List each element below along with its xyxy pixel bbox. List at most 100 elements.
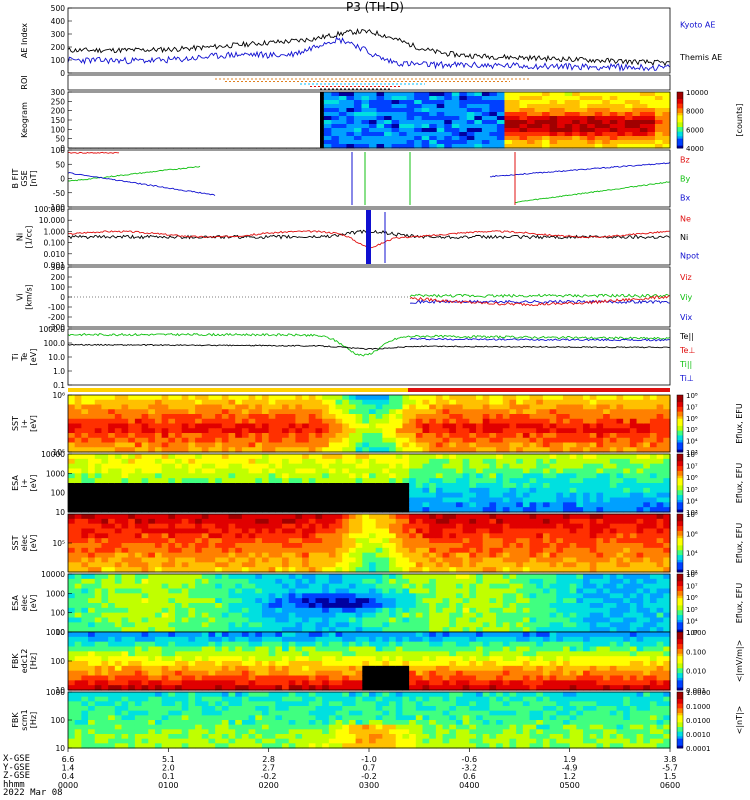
colorbar [677,574,683,633]
colorbar-tick: 10⁴ [686,497,698,505]
axis-label: [eV] [29,535,38,552]
kyoto-ae-line [68,38,670,71]
colorbar-tick: 10⁸ [686,451,698,459]
colorbar-tick: 10⁶ [686,530,698,538]
y-tick-label: 100.000 [34,205,65,214]
y-tick-label: 100 [51,657,66,666]
colorbar-tick: 10⁸ [686,392,698,400]
legend-entry: Te⊥ [679,346,695,355]
colorbar-tick: 10⁵ [686,486,698,494]
x-tick-label: 0100 [158,781,178,790]
y-tick-label: 10.0 [48,353,65,362]
colorbar-label: Eflux, EFU [735,583,744,624]
colorbar-tick: 10⁴ [686,438,698,446]
colorbar [677,395,683,453]
date-label: 2022 Mar 08 [3,789,63,798]
colorbar [677,92,683,149]
svg-text:Eflux, EFU: Eflux, EFU [735,403,744,444]
axis-label: FBK [11,653,20,669]
legend-entry: Viz [680,273,692,282]
y-tick-label: 50 [55,160,65,169]
colorbar-tick: 0.1000 [686,703,711,711]
axis-label: Keogram [20,102,29,138]
spectrogram-3 [68,574,671,633]
mode-bar-fast [408,388,670,392]
colorbar-label: Eflux, EFU [735,403,744,444]
colorbar [677,454,683,513]
axis-label: ESA [11,475,20,491]
te-par-line [68,344,670,349]
x-tick-label: 0300 [359,781,379,790]
y-tick-label: 1000.0 [39,325,65,334]
svg-text:Eflux, EFU: Eflux, EFU [735,463,744,504]
keogram-ylabel: Keogram [20,102,29,138]
legend-entry: Vix [680,313,693,322]
x-tick-label: 0400 [459,781,479,790]
y-tick-label: 100 [51,716,66,725]
y-tick-label: 100 [51,283,66,292]
axis-label: edc12 [20,649,29,674]
legend-entry: Ti⊥ [679,374,694,383]
colorbar-tick: 4000 [686,145,704,153]
legend-entry: Ti|| [679,360,692,369]
spec-ylabel-3: ESA elec [eV] [11,595,38,612]
y-tick-label: 0.1 [53,381,65,390]
y-tick-label: 50 [55,135,65,144]
colorbar-tick: 10⁶ [686,594,698,602]
colorbar-label: <|nT|> [735,706,744,735]
ae-ylabel: AE Index [20,23,29,58]
y-tick-label: 0.010 [44,250,66,259]
axis-label: [eV] [29,475,38,492]
y-tick-label: 100 [51,125,66,134]
ti-par-line [68,333,670,355]
axis-label: [km/s] [25,284,34,310]
colorbar-tick: 0.0001 [686,745,711,753]
y-tick-label: 0 [60,293,65,302]
y-tick-label: 10⁵ [52,539,65,548]
spectrogram-2 [68,514,671,573]
colorbar-tick: 10⁷ [686,463,698,471]
x-axis-row-labels: X-GSE Y-GSE Z-GSE hhmm 2022 Mar 08 [3,755,63,798]
y-tick-label: 200 [51,107,66,116]
by-line-2 [515,182,670,203]
vi-ylabel: Vi [km/s] [16,284,34,310]
y-tick-label: 10 [55,508,65,517]
axis-label: B FIT [11,168,20,188]
y-tick-label: 10000 [41,450,65,459]
by-line [68,166,200,181]
axis-label: SST [11,416,20,431]
colorbar-tick: 10⁸ [686,571,698,579]
ti-perp-line [410,338,670,341]
legend-entry: By [680,175,690,184]
axis-label: [eV] [29,595,38,612]
y-tick-label: 100.0 [44,339,66,348]
legend-entry: Kyoto AE [680,20,715,29]
y-tick-label: 1000 [46,628,65,637]
mode-bar-slow [68,388,408,392]
y-tick-label: -100 [48,303,65,312]
x-tick-label: 0600 [660,781,680,790]
colorbar-tick: 0.010 [686,668,706,676]
y-tick-label: 10 [55,744,65,753]
y-tick-label: 200 [51,43,66,52]
y-tick-label: -200 [48,313,65,322]
viy-line [410,294,670,297]
svg-text:[counts]: [counts] [735,104,744,137]
svg-text:Eflux, EFU: Eflux, EFU [735,523,744,564]
y-tick-label: 300 [51,30,66,39]
x-tick-label: 0500 [559,781,579,790]
spec-ylabel-4: FBK edc12 [Hz] [11,649,38,674]
colorbar-tick: 10⁷ [686,403,698,411]
legend-entry: Bx [680,194,690,203]
y-tick-label: 100 [51,609,66,618]
legend-entry: Npot [680,252,699,261]
y-tick-label: 0 [60,69,65,78]
y-tick-label: 0 [60,175,65,184]
colorbar [677,514,683,573]
colorbar-tick: 8000 [686,108,704,116]
legend-entry: Ni [680,233,688,242]
spec-ylabel-2: SST elec [eV] [11,535,38,552]
colorbar-tick: 0.0010 [686,731,711,739]
y-tick-label: 10000 [41,570,65,579]
